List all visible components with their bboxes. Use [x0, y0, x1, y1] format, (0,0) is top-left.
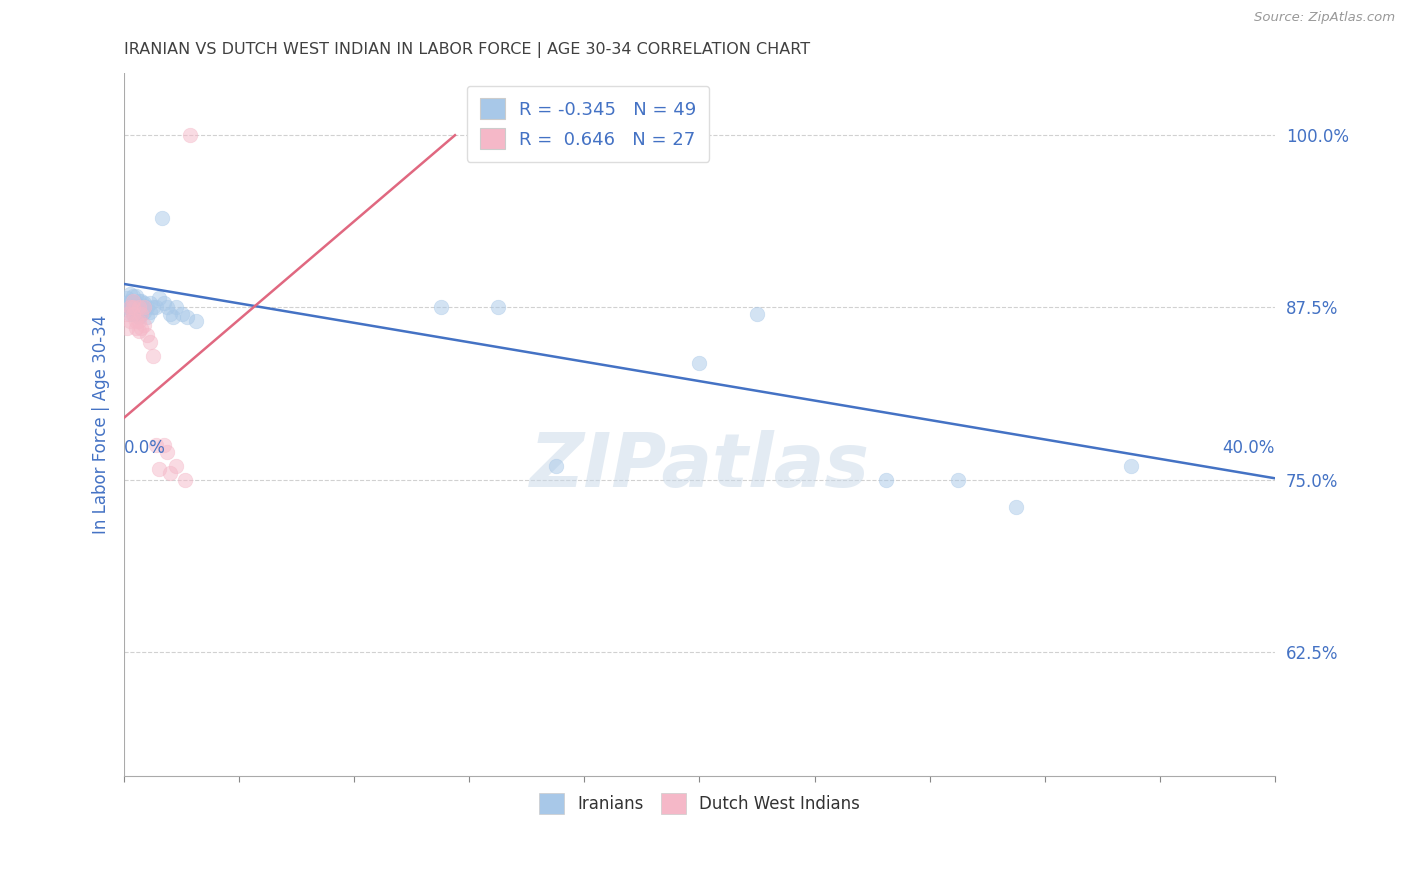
Point	[115, 321, 138, 335]
Point	[148, 461, 170, 475]
Point	[134, 304, 156, 318]
Point	[139, 334, 162, 349]
Point	[131, 307, 153, 321]
Point	[875, 473, 897, 487]
Point	[165, 301, 187, 315]
Point	[125, 301, 148, 315]
Point	[125, 314, 148, 328]
Y-axis label: In Labor Force | Age 30-34: In Labor Force | Age 30-34	[93, 315, 110, 534]
Point	[153, 438, 176, 452]
Point	[173, 473, 195, 487]
Point	[139, 304, 162, 318]
Point	[125, 321, 148, 335]
Point	[128, 299, 150, 313]
Text: ZIPatlas: ZIPatlas	[530, 430, 869, 503]
Point	[134, 318, 156, 333]
Point	[145, 438, 167, 452]
Point	[170, 307, 193, 321]
Legend: Iranians, Dutch West Indians: Iranians, Dutch West Indians	[533, 787, 866, 821]
Point	[118, 286, 141, 301]
Text: Source: ZipAtlas.com: Source: ZipAtlas.com	[1254, 11, 1395, 24]
Point	[153, 296, 176, 310]
Point	[118, 301, 141, 315]
Text: 40.0%: 40.0%	[1222, 439, 1275, 457]
Point	[544, 458, 567, 473]
Point	[131, 301, 153, 315]
Point	[150, 211, 173, 225]
Point	[136, 328, 159, 343]
Point	[125, 307, 148, 321]
Point	[486, 301, 509, 315]
Point	[162, 310, 184, 324]
Point	[131, 293, 153, 308]
Point	[134, 296, 156, 310]
Point	[134, 301, 156, 315]
Point	[1005, 500, 1028, 515]
Point	[125, 289, 148, 303]
Point	[118, 293, 141, 308]
Point	[118, 301, 141, 315]
Point	[139, 296, 162, 310]
Point	[1119, 458, 1142, 473]
Point	[156, 301, 179, 315]
Point	[156, 445, 179, 459]
Point	[121, 293, 143, 308]
Point	[115, 307, 138, 321]
Point	[118, 314, 141, 328]
Point	[179, 128, 201, 143]
Point	[136, 301, 159, 315]
Point	[121, 307, 143, 321]
Point	[128, 310, 150, 324]
Point	[115, 301, 138, 315]
Point	[121, 307, 143, 321]
Point	[115, 296, 138, 310]
Point	[125, 296, 148, 310]
Point	[148, 291, 170, 305]
Point	[176, 310, 198, 324]
Point	[128, 324, 150, 338]
Point	[165, 458, 187, 473]
Point	[145, 301, 167, 315]
Text: IRANIAN VS DUTCH WEST INDIAN IN LABOR FORCE | AGE 30-34 CORRELATION CHART: IRANIAN VS DUTCH WEST INDIAN IN LABOR FO…	[124, 42, 810, 58]
Point	[121, 301, 143, 315]
Point	[136, 310, 159, 324]
Point	[121, 296, 143, 310]
Point	[121, 289, 143, 303]
Point	[745, 307, 768, 321]
Text: 0.0%: 0.0%	[124, 439, 166, 457]
Point	[128, 293, 150, 308]
Point	[159, 466, 181, 480]
Point	[948, 473, 970, 487]
Point	[688, 355, 710, 369]
Point	[131, 321, 153, 335]
Point	[128, 304, 150, 318]
Point	[118, 307, 141, 321]
Point	[128, 301, 150, 315]
Point	[159, 307, 181, 321]
Point	[128, 314, 150, 328]
Point	[142, 301, 165, 315]
Point	[142, 349, 165, 363]
Point	[184, 314, 207, 328]
Point	[429, 301, 451, 315]
Point	[115, 291, 138, 305]
Point	[131, 307, 153, 321]
Point	[121, 301, 143, 315]
